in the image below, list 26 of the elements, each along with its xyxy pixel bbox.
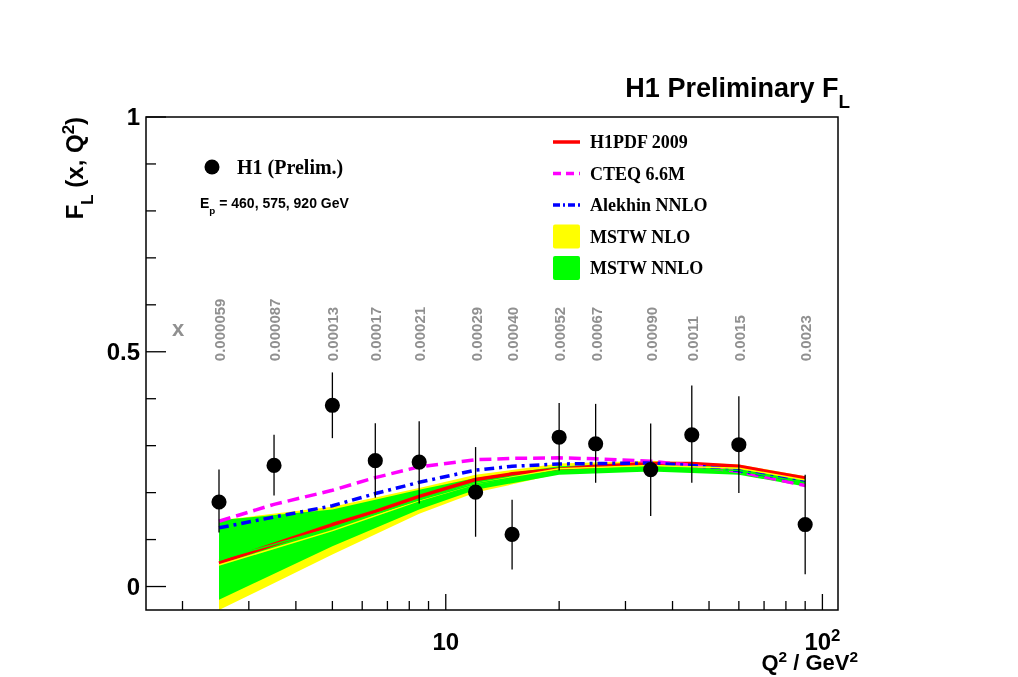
legend-label: Alekhin NNLO <box>590 195 708 215</box>
annotation: 0.00029 <box>467 306 485 362</box>
annotation: 0.0023 <box>797 315 815 362</box>
annotation: E$_{p}$ = 460, 575, 920 GeV <box>200 195 350 216</box>
annotation: 0.00052 <box>551 306 569 362</box>
annotation: 0.00067 <box>587 306 605 362</box>
annotation: 0.00040 <box>504 306 522 362</box>
y-tick-label: 1 <box>126 103 140 130</box>
legend-label: MSTW NLO <box>590 226 691 247</box>
annotation: 0.00013 <box>324 306 342 362</box>
legend-label: MSTW NNLO <box>590 258 704 278</box>
x-tick-label: 10 <box>432 628 460 655</box>
chart-title: H1 Preliminary F$_{L}$ <box>625 73 850 112</box>
annotation: 0.000087 <box>266 298 284 362</box>
annotation: 0.000059 <box>211 298 228 362</box>
annotation: 0.00090 <box>642 306 660 362</box>
annotation: x <box>171 316 185 341</box>
annotation: 0.0011 <box>683 316 701 362</box>
y-tick-label: 0.5 <box>106 337 140 365</box>
legend-label: H1PDF 2009 <box>590 132 688 152</box>
annotation: 0.00021 <box>411 306 429 362</box>
legend-label: CTEQ 6.6M <box>590 163 686 184</box>
legend-label: H1 (Prelim.) <box>237 156 344 179</box>
annotation: 0.00017 <box>367 306 385 362</box>
annotation: 0.0015 <box>730 315 748 362</box>
y-tick-label: 0 <box>126 572 140 600</box>
